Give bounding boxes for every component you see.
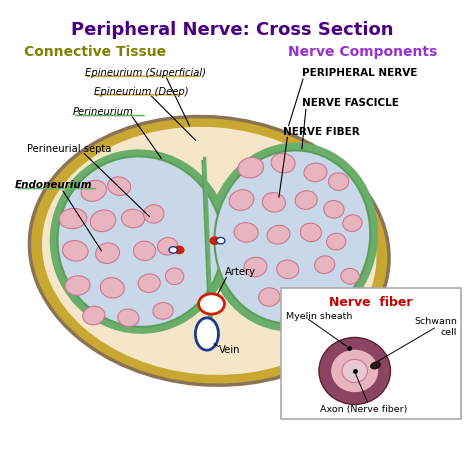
Ellipse shape	[41, 126, 377, 376]
Text: Epineurium (Deep): Epineurium (Deep)	[94, 87, 188, 97]
Ellipse shape	[118, 309, 139, 327]
Ellipse shape	[210, 237, 219, 245]
Ellipse shape	[319, 337, 391, 404]
Text: Perineurium: Perineurium	[73, 107, 134, 117]
Ellipse shape	[217, 237, 225, 244]
Text: Schwann: Schwann	[414, 317, 457, 326]
Ellipse shape	[271, 154, 295, 173]
Text: Endoneurium: Endoneurium	[15, 180, 93, 190]
Ellipse shape	[207, 143, 378, 331]
Text: NERVE FASCICLE: NERVE FASCICLE	[301, 98, 399, 108]
Ellipse shape	[277, 260, 299, 279]
Text: Epineurium (Superficial): Epineurium (Superficial)	[84, 68, 206, 78]
Ellipse shape	[63, 241, 88, 261]
Ellipse shape	[57, 156, 222, 327]
Ellipse shape	[83, 306, 105, 325]
Ellipse shape	[199, 294, 225, 314]
Text: Connective Tissue: Connective Tissue	[25, 46, 166, 59]
Ellipse shape	[169, 246, 177, 253]
Ellipse shape	[121, 209, 145, 228]
Ellipse shape	[138, 274, 160, 292]
Ellipse shape	[267, 225, 290, 244]
Ellipse shape	[263, 192, 285, 212]
Text: Artery: Artery	[225, 267, 256, 277]
Ellipse shape	[153, 302, 173, 319]
Ellipse shape	[300, 223, 321, 242]
Ellipse shape	[229, 190, 254, 210]
Ellipse shape	[330, 349, 379, 393]
Ellipse shape	[324, 201, 344, 218]
Ellipse shape	[244, 257, 267, 277]
Ellipse shape	[371, 362, 381, 369]
Ellipse shape	[304, 163, 327, 182]
Ellipse shape	[144, 205, 164, 223]
Text: PERIPHERAL NERVE: PERIPHERAL NERVE	[301, 68, 417, 78]
Text: Myelin sheath: Myelin sheath	[286, 312, 353, 321]
Ellipse shape	[259, 288, 280, 306]
Ellipse shape	[341, 268, 359, 284]
Ellipse shape	[96, 243, 119, 264]
Text: Perineurial septa: Perineurial septa	[27, 144, 111, 154]
Ellipse shape	[29, 117, 389, 385]
Ellipse shape	[108, 177, 131, 195]
Ellipse shape	[134, 241, 155, 261]
Ellipse shape	[214, 150, 370, 324]
Ellipse shape	[157, 237, 178, 255]
Text: NERVE FIBER: NERVE FIBER	[283, 127, 360, 137]
FancyBboxPatch shape	[281, 288, 461, 419]
Text: Vein: Vein	[219, 345, 240, 355]
Text: Axon (Nerve fiber): Axon (Nerve fiber)	[320, 405, 408, 414]
Ellipse shape	[195, 318, 219, 350]
Ellipse shape	[343, 215, 362, 231]
Ellipse shape	[234, 223, 258, 242]
Text: Nerve  fiber: Nerve fiber	[329, 296, 413, 309]
Ellipse shape	[65, 276, 90, 295]
Ellipse shape	[165, 268, 184, 284]
Ellipse shape	[100, 278, 124, 298]
Ellipse shape	[315, 256, 335, 273]
Ellipse shape	[50, 149, 230, 334]
Text: Nerve Components: Nerve Components	[288, 46, 437, 59]
Ellipse shape	[174, 246, 184, 254]
Ellipse shape	[328, 173, 349, 191]
Text: Peripheral Nerve: Cross Section: Peripheral Nerve: Cross Section	[71, 21, 393, 39]
Text: cell: cell	[441, 328, 457, 337]
Ellipse shape	[342, 359, 367, 383]
Ellipse shape	[238, 157, 264, 178]
Ellipse shape	[81, 180, 106, 201]
Ellipse shape	[327, 233, 346, 250]
Ellipse shape	[59, 209, 87, 229]
Ellipse shape	[90, 210, 116, 232]
Ellipse shape	[295, 191, 317, 210]
Ellipse shape	[296, 291, 316, 308]
